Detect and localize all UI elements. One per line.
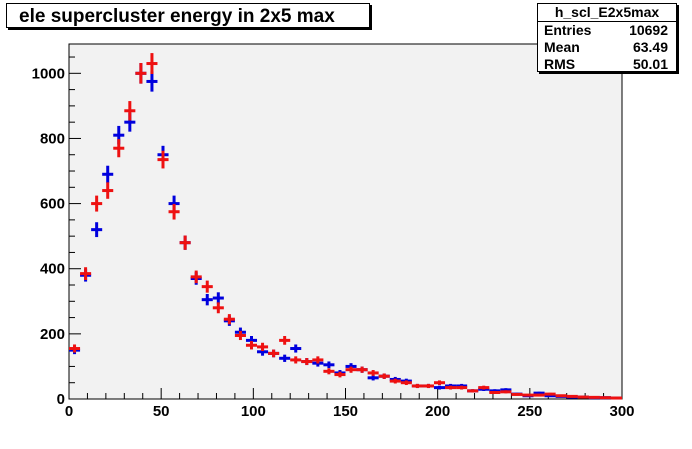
y-tick-label: 400 xyxy=(40,261,65,278)
data-point xyxy=(323,361,335,369)
data-point xyxy=(367,370,379,376)
data-point xyxy=(588,395,600,399)
data-point xyxy=(345,366,357,373)
series-layer xyxy=(69,53,622,400)
plot-frame xyxy=(68,43,623,400)
data-point xyxy=(91,222,103,238)
data-point xyxy=(102,182,114,199)
data-point xyxy=(102,165,114,183)
data-point xyxy=(400,380,412,386)
stats-row-entries: Entries 10692 xyxy=(538,22,676,39)
stats-mean-value: 63.49 xyxy=(632,39,668,55)
stats-row-rms: RMS 50.01 xyxy=(538,56,676,73)
x-tick-label: 250 xyxy=(517,403,542,420)
data-point xyxy=(323,368,335,375)
data-point xyxy=(544,392,556,396)
data-point xyxy=(566,394,578,398)
series-2 xyxy=(69,53,622,400)
data-point xyxy=(312,356,324,364)
data-point xyxy=(456,385,468,390)
data-point xyxy=(201,280,213,293)
x-tick-label: 100 xyxy=(241,403,266,420)
data-point xyxy=(190,270,202,284)
data-point xyxy=(367,375,379,381)
data-point xyxy=(467,389,479,393)
data-point xyxy=(245,341,258,350)
y-tick-label: 600 xyxy=(40,196,65,213)
stats-histogram-name: h_scl_E2x5max xyxy=(538,4,676,22)
x-tick-label: 50 xyxy=(153,403,170,420)
data-point xyxy=(279,336,291,345)
stats-mean-label: Mean xyxy=(544,39,580,55)
data-point xyxy=(422,383,434,389)
chart-title-text: ele supercluster energy in 2x5 max xyxy=(19,6,335,27)
data-point xyxy=(201,293,213,306)
data-point xyxy=(478,385,490,390)
x-tick-label: 300 xyxy=(609,403,634,420)
data-point xyxy=(411,383,423,389)
stats-row-mean: Mean 63.49 xyxy=(538,39,676,56)
data-point xyxy=(599,396,611,400)
data-point xyxy=(179,235,191,250)
x-tick-label: 200 xyxy=(425,403,450,420)
data-point xyxy=(80,267,92,281)
data-point xyxy=(577,395,589,399)
data-point xyxy=(500,390,512,394)
data-point xyxy=(533,393,545,397)
data-point xyxy=(290,344,302,353)
data-point xyxy=(433,385,446,390)
data-point xyxy=(445,385,457,390)
stats-entries-value: 10692 xyxy=(629,22,668,38)
data-point xyxy=(124,101,136,121)
data-point xyxy=(389,378,401,384)
data-point xyxy=(212,292,224,304)
data-point xyxy=(290,356,302,364)
data-point xyxy=(212,302,224,314)
data-point xyxy=(268,349,280,358)
data-point xyxy=(301,358,313,366)
stats-rms-value: 50.01 xyxy=(632,56,668,72)
y-tick-label: 800 xyxy=(40,130,65,147)
stats-entries-label: Entries xyxy=(544,22,592,38)
y-tick-label: 1000 xyxy=(32,65,65,82)
data-point xyxy=(356,366,368,373)
x-tick-label: 0 xyxy=(65,403,73,420)
data-point xyxy=(146,53,158,74)
data-point xyxy=(113,139,125,158)
stats-rms-label: RMS xyxy=(544,56,576,72)
data-point xyxy=(279,354,291,362)
data-point xyxy=(489,390,501,394)
data-point xyxy=(234,330,246,341)
data-point xyxy=(91,195,103,212)
y-tick-label: 0 xyxy=(57,391,65,408)
data-point xyxy=(433,380,446,386)
data-point xyxy=(168,203,180,220)
data-point xyxy=(522,393,534,397)
data-point xyxy=(157,150,169,169)
data-point xyxy=(257,342,269,352)
data-point xyxy=(511,392,523,396)
data-point xyxy=(223,314,235,325)
data-point xyxy=(334,371,346,378)
data-point xyxy=(146,71,158,92)
x-tick-label: 150 xyxy=(333,403,358,420)
stats-box: h_scl_E2x5max Entries 10692 Mean 63.49 R… xyxy=(537,3,677,72)
data-point xyxy=(69,344,81,353)
data-point xyxy=(135,63,147,84)
data-point xyxy=(555,394,567,398)
chart-title: ele supercluster energy in 2x5 max xyxy=(6,3,370,28)
data-point xyxy=(610,396,622,400)
data-point xyxy=(378,373,390,379)
axes: 0 50 100 150 200 250 300 0 200 400 600 800 1000 xyxy=(32,56,635,420)
y-tick-label: 200 xyxy=(40,326,65,343)
